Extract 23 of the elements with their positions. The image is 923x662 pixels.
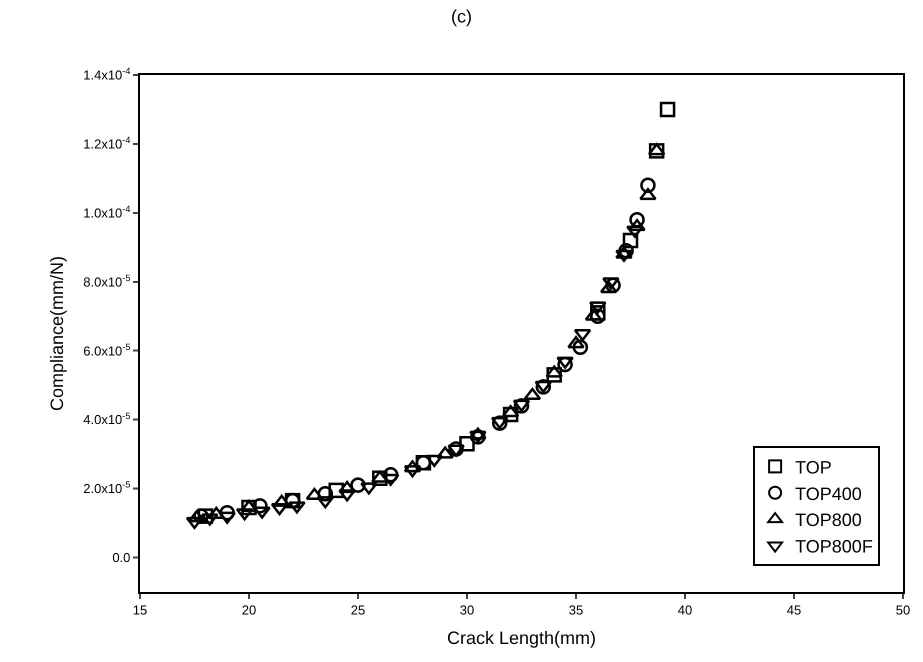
x-tick-label: 25 — [350, 602, 366, 618]
x-axis-title: Crack Length(mm) — [446, 628, 596, 648]
y-tick-label: 1.0x10$^{-4}$ — [83, 204, 130, 220]
chart-title: (c) — [451, 6, 472, 27]
legend-label: TOP800 — [795, 510, 862, 530]
y-tick-label: 4.0x10$^{-5}$ — [83, 410, 130, 428]
y-tick-label: 6.0x10$^{-5}$ — [83, 342, 130, 358]
x-tick-label: 15 — [132, 602, 148, 618]
y-tick-label: 0.0 — [112, 550, 130, 566]
x-tick-label: 40 — [678, 602, 692, 618]
y-tick-label: 1.4x10$^{-4}$ — [83, 66, 130, 83]
legend-label: TOP800F — [795, 536, 873, 557]
x-tick-label: 35 — [568, 602, 584, 618]
y-axis-title: Compliance(mm/N) — [46, 256, 67, 412]
x-tick-label: 45 — [786, 602, 802, 618]
legend-label: TOP400 — [795, 484, 862, 504]
y-tick-label: 2.0x10$^{-5}$ — [83, 480, 130, 496]
y-tick-label: 1.2x10$^{-4}$ — [83, 135, 130, 152]
y-tick-label: 8.0x10$^{-5}$ — [83, 272, 130, 290]
legend-label: TOP — [795, 457, 832, 478]
x-tick-label: 30 — [460, 602, 474, 618]
x-tick-label: 20 — [242, 602, 256, 618]
x-tick-label: 50 — [896, 602, 910, 618]
